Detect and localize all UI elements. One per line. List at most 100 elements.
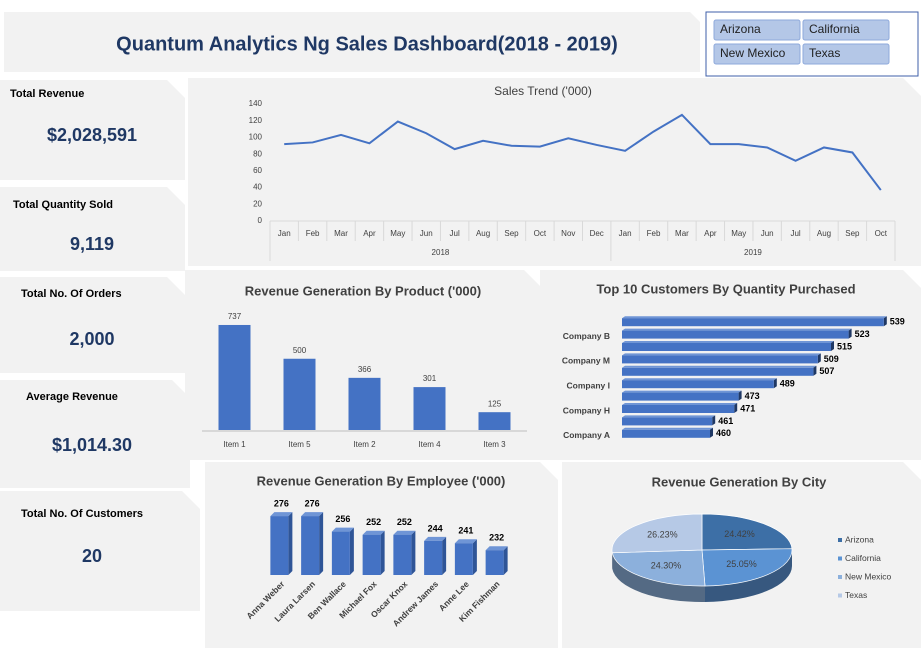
bar-top [622, 427, 713, 430]
data-label: 737 [228, 312, 242, 321]
x-tick-label: Mar [675, 229, 689, 238]
x-tick-label: Aug [476, 229, 490, 238]
x-tick-label: Apr [363, 229, 376, 238]
y-tick-label: 60 [253, 166, 262, 175]
bar [622, 405, 735, 413]
bar [424, 540, 443, 575]
chart-title: Revenue Generation By Employee ('000) [257, 473, 506, 488]
chart-title: Sales Trend ('000) [494, 84, 592, 98]
data-label: 460 [716, 428, 731, 438]
dashboard-title: Quantum Analytics Ng Sales Dashboard(201… [116, 33, 618, 55]
bar-side [712, 415, 716, 426]
bar [622, 367, 814, 376]
kpi-value: $1,014.30 [52, 435, 132, 455]
bar-side [738, 390, 742, 401]
kpi-label: Total Quantity Sold [13, 199, 113, 211]
x-tick-label: Jun [420, 229, 433, 238]
slicer-button[interactable] [713, 43, 801, 65]
x-tick-label: Oct [875, 229, 888, 238]
legend-label: New Mexico [845, 571, 892, 581]
bar-top [270, 512, 293, 517]
slicer-label[interactable]: Arizona [720, 22, 761, 36]
bar-side [734, 403, 738, 413]
bar-top [424, 536, 447, 541]
slicer-button[interactable] [802, 19, 890, 41]
data-label: 473 [745, 391, 760, 401]
bar-top [622, 341, 834, 343]
legend-label: California [845, 553, 881, 563]
bar-top [393, 530, 416, 535]
bar [270, 516, 289, 575]
x-tick-label: Jul [450, 229, 460, 238]
bar [622, 318, 884, 327]
x-tick-label: Aug [817, 229, 831, 238]
panel [0, 187, 185, 271]
legend-swatch [838, 556, 842, 561]
x-tick-label: Jan [619, 229, 632, 238]
bar [622, 330, 849, 339]
panel [188, 78, 921, 266]
x-tick-label: Nov [561, 229, 575, 238]
bar-side [813, 365, 817, 376]
bar [622, 355, 818, 364]
bar-side [380, 530, 385, 575]
y-tick-label: Company B [563, 331, 610, 341]
data-label: 24.42% [724, 529, 755, 539]
y-tick-label: 20 [253, 199, 262, 208]
data-label: 471 [740, 403, 755, 413]
bar [622, 380, 774, 389]
data-label: 125 [488, 399, 502, 408]
bar-side [288, 512, 293, 575]
y-tick-label: 100 [249, 133, 263, 142]
bar-top [485, 546, 508, 551]
slicer-button[interactable] [802, 43, 890, 65]
panel [185, 270, 542, 460]
bar [218, 324, 251, 430]
slicer-label[interactable]: California [809, 22, 860, 36]
data-label: 523 [855, 329, 870, 339]
x-tick-label: Dec [590, 229, 604, 238]
bar-side [411, 530, 416, 575]
slicer-button[interactable] [713, 19, 801, 41]
data-label: 252 [366, 517, 381, 527]
bar [393, 534, 412, 575]
data-label: 489 [780, 379, 795, 389]
legend-label: Texas [845, 590, 867, 600]
bar [348, 377, 381, 430]
x-tick-label: Jun [761, 229, 774, 238]
bar-top [622, 403, 738, 405]
bar-side [817, 353, 821, 364]
slicer-label[interactable]: New Mexico [720, 46, 786, 60]
data-label: 26.23% [647, 530, 678, 540]
data-label: 539 [890, 317, 905, 327]
bar-side [503, 546, 508, 575]
x-tick-label: Feb [647, 229, 661, 238]
data-label: 366 [358, 365, 372, 374]
kpi-value: $2,028,591 [47, 125, 137, 145]
panel [0, 277, 185, 373]
bar [622, 417, 713, 426]
data-label: 241 [458, 526, 473, 536]
panel [0, 80, 185, 180]
data-label: 244 [428, 523, 443, 533]
y-tick-label: 80 [253, 149, 262, 158]
chart-title: Top 10 Customers By Quantity Purchased [596, 281, 855, 296]
bar-top [622, 415, 716, 418]
bar [454, 543, 473, 575]
year-label: 2018 [432, 248, 450, 257]
pie-side [612, 552, 705, 602]
bar [485, 550, 504, 575]
bar-side [831, 341, 834, 351]
bar-side [472, 539, 477, 575]
slicer-label[interactable]: Texas [809, 46, 840, 60]
kpi-value: 2,000 [69, 329, 114, 349]
data-label: 515 [837, 341, 852, 351]
pie-side [704, 550, 792, 602]
y-tick-label: 120 [249, 116, 263, 125]
bar [331, 531, 350, 575]
y-tick-label: Company A [563, 430, 610, 440]
bar-top [622, 353, 821, 356]
bar [622, 429, 710, 438]
kpi-label: Average Revenue [26, 391, 118, 403]
panel [0, 491, 200, 611]
